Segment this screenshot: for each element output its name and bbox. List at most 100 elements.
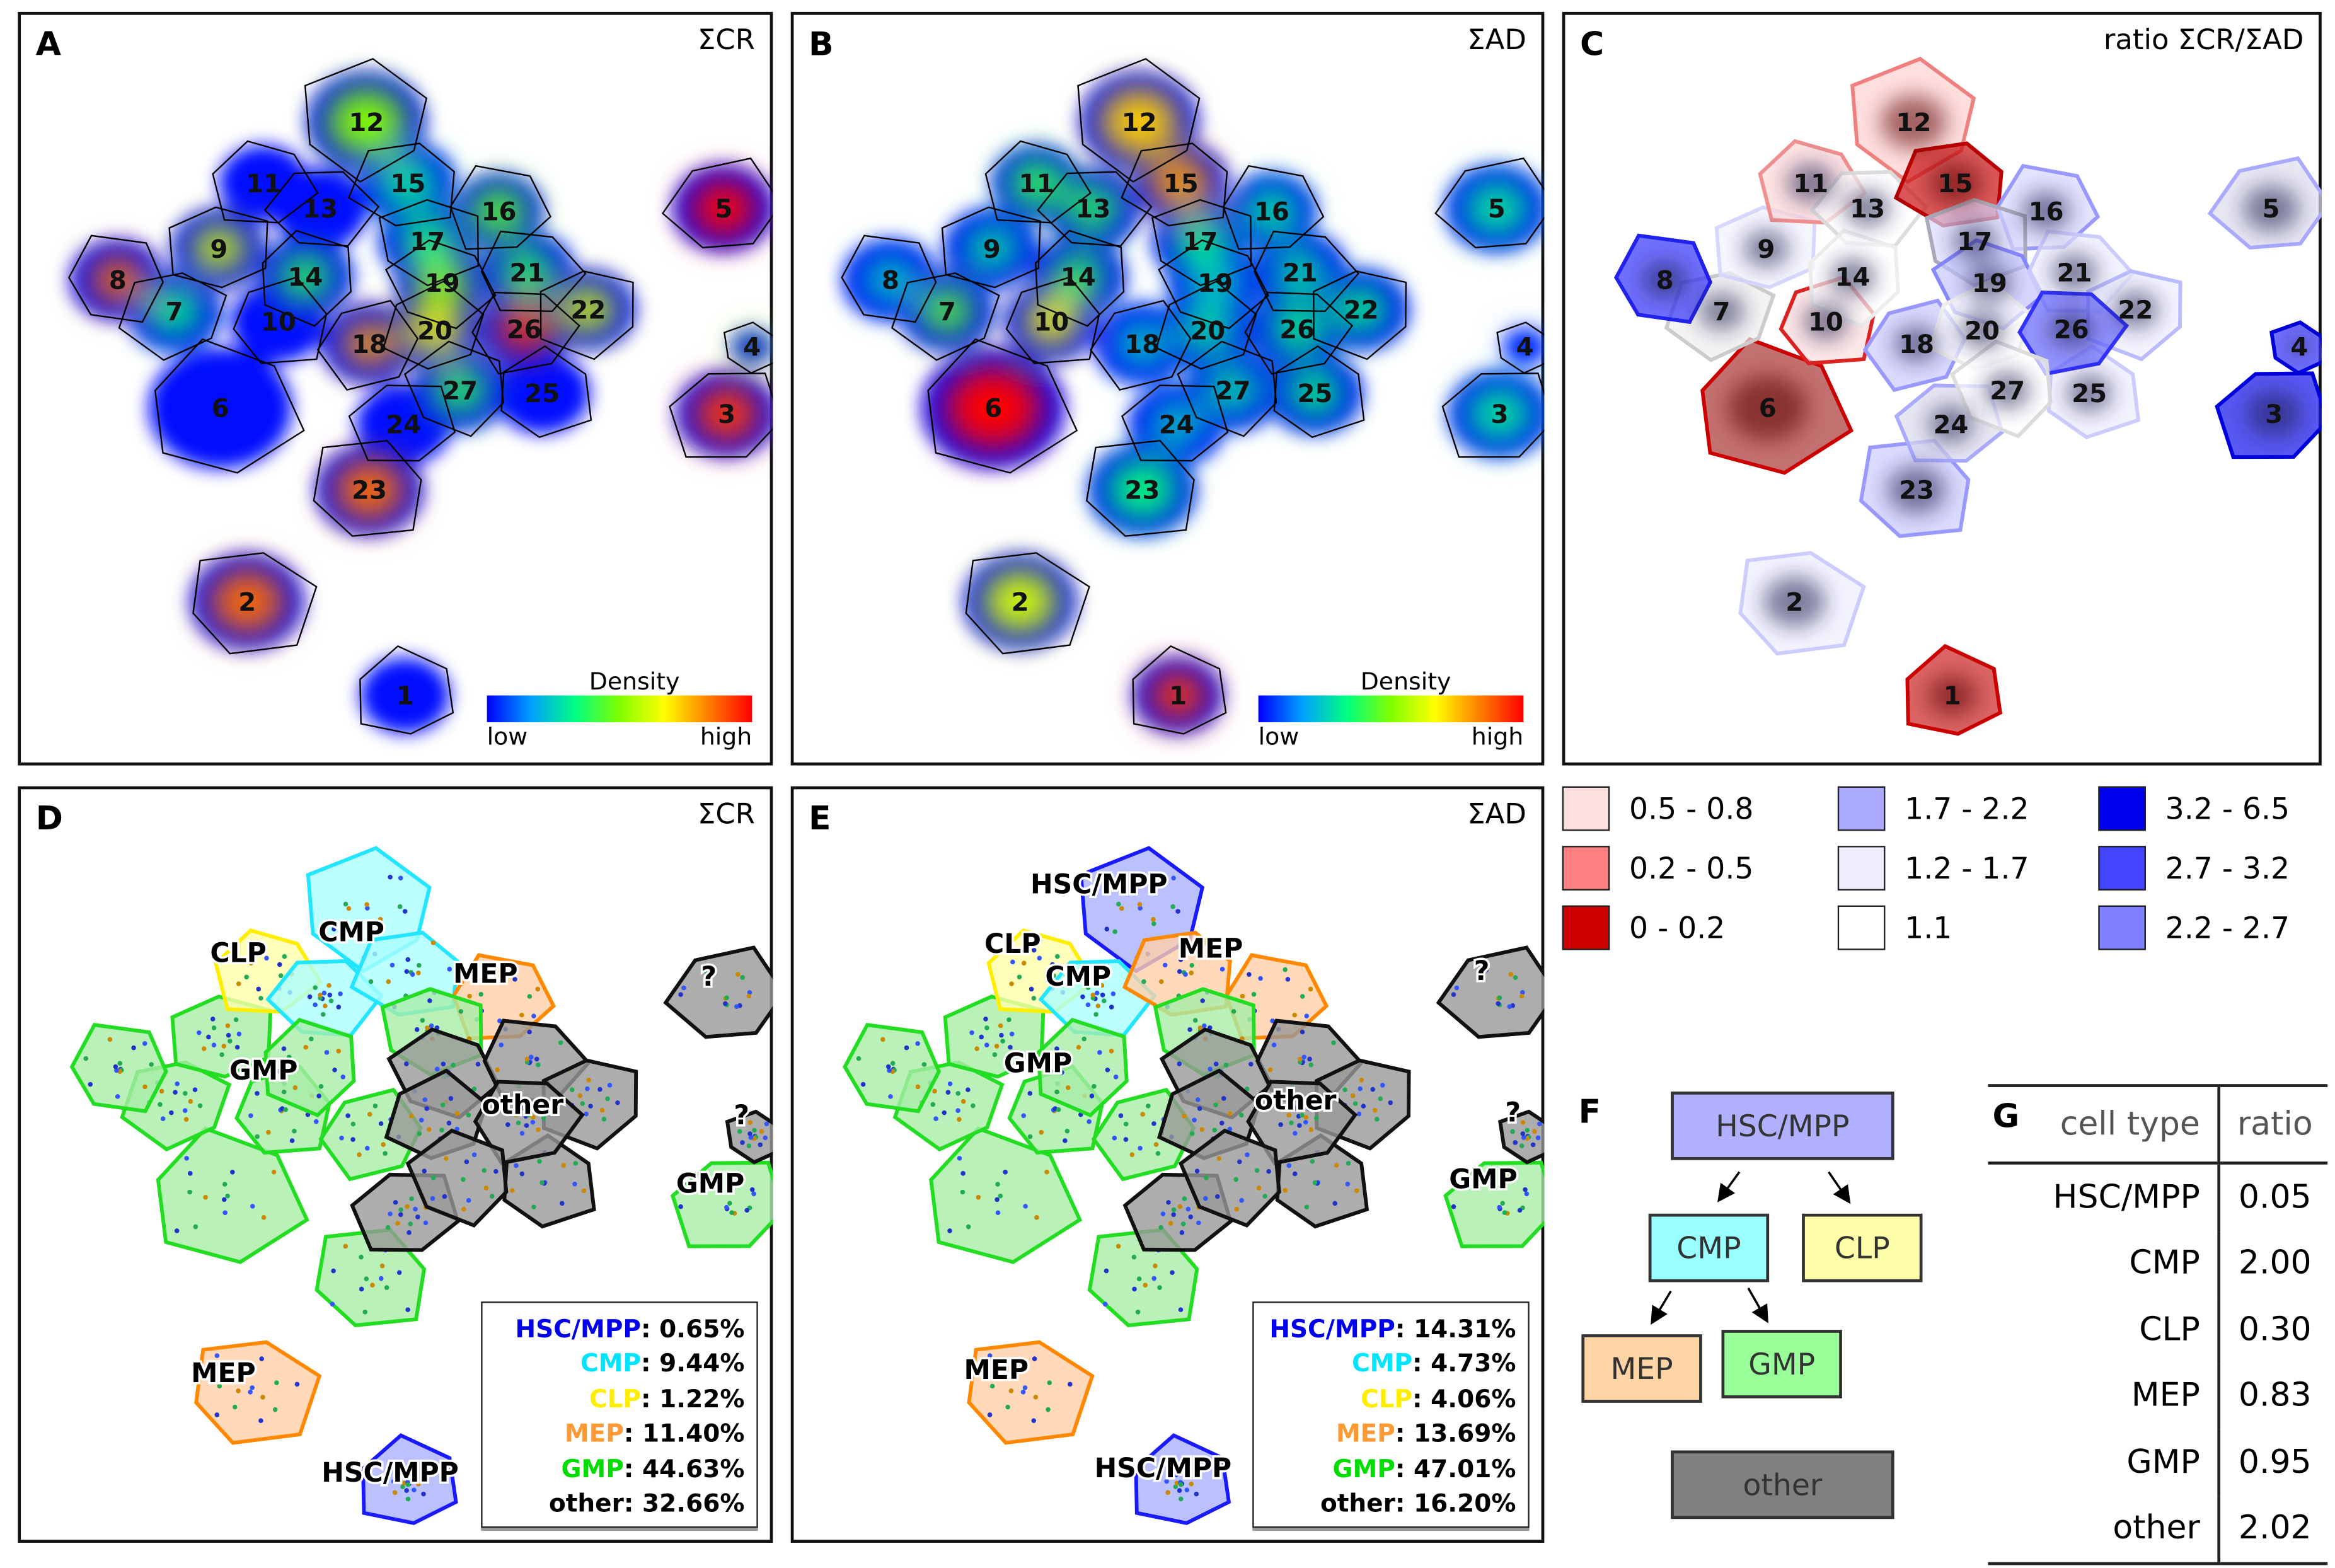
density-colorbar: Density low high: [1258, 667, 1524, 751]
cell-dot: [1303, 1119, 1308, 1125]
cell-dot: [734, 1173, 739, 1179]
density-shade: [2051, 253, 2097, 292]
cell-dot: [971, 1103, 976, 1109]
density-shade: [1959, 311, 2005, 350]
cell-dot: [984, 1025, 989, 1030]
cell-dot: [1502, 1210, 1508, 1215]
cell-dot: [229, 1170, 235, 1175]
density-hotspot: [962, 223, 1022, 274]
cell-dot: [410, 972, 415, 977]
cell-dot: [1023, 1204, 1028, 1209]
density-hotspot: [1064, 183, 1122, 234]
cell-dot: [1020, 1390, 1026, 1395]
celltype-label: MEP: [964, 1355, 1029, 1386]
legend-label: 2.7 - 3.2: [2165, 850, 2290, 886]
density-hotspot: [1332, 284, 1391, 335]
colorbar-title: Density: [1360, 667, 1451, 696]
cluster-label: 6: [1759, 395, 1777, 424]
cell-dot: [1046, 1407, 1051, 1412]
cell-dot: [530, 1119, 536, 1125]
cell-dot: [1308, 1127, 1314, 1133]
celltype-label: HSC/MPP: [1095, 1453, 1232, 1484]
cell-dot: [932, 1088, 937, 1094]
cell-dot: [206, 1034, 211, 1040]
cell-dot: [1132, 1286, 1137, 1292]
cell-dot: [250, 1385, 255, 1390]
cell-dot: [1256, 1185, 1262, 1190]
cell-dot: [183, 1117, 189, 1122]
panel-letter: G: [1992, 1098, 2020, 1136]
ratio-map: 1234567891011121314151617181920212223242…: [1614, 56, 2322, 736]
cell-dot: [386, 979, 391, 984]
cell-dot: [113, 1064, 118, 1069]
cell-dot: [1240, 993, 1245, 999]
cell-dot: [748, 1135, 754, 1140]
cell-dot: [1013, 1375, 1018, 1381]
cell-dot: [1143, 1283, 1148, 1288]
cell-dot: [759, 1129, 764, 1134]
cell-dot: [998, 1023, 1003, 1029]
cell-dot: [512, 977, 517, 982]
panel-title: ΣCR: [698, 23, 755, 57]
cluster-label: 9: [983, 235, 1001, 264]
panel-title: ratio ΣCR/ΣAD: [2103, 23, 2304, 57]
legend-label: 1.7 - 2.2: [1905, 790, 2029, 827]
density-hotspot: [1185, 258, 1245, 308]
panel-d-celltypes-cr: CMP CLP MEP GMP other?? GMP MEP HSC/MPP D ΣCR H…: [18, 786, 773, 1543]
cell-dot: [1109, 1049, 1114, 1054]
cluster-boundary: [359, 645, 454, 735]
cluster-label: 26: [507, 315, 542, 344]
cell-dot: [1270, 1018, 1275, 1023]
cell-dot: [1009, 1031, 1015, 1037]
cell-dot: [1346, 1161, 1351, 1166]
cell-dot: [1219, 967, 1225, 972]
table-row: MEP 0.83: [1988, 1363, 2328, 1430]
cell-dot: [404, 1061, 409, 1066]
cell-dot: [417, 962, 422, 968]
cell-dot: [401, 1472, 406, 1477]
cell-dot: [1197, 1025, 1203, 1030]
celltype-percent: : 4.73%: [1412, 1349, 1516, 1378]
density-shade: [1966, 264, 2013, 302]
cell-dot: [307, 994, 313, 1000]
cell-dot: [1354, 1188, 1359, 1194]
cell-dot: [343, 1243, 349, 1249]
cell-dot: [258, 947, 264, 953]
cell-dot: [372, 1104, 378, 1109]
cell-dot: [391, 1479, 396, 1484]
panel-e-celltypes-ad: HSC/MPP CLP CMP MEP GMP other?? GMP MEP HSC/MPP …: [790, 786, 1545, 1543]
celltype-region-other: [473, 1080, 585, 1165]
cell-dot: [537, 1159, 542, 1164]
cell-dot: [345, 1113, 350, 1119]
ratio-value: 2.02: [2218, 1496, 2328, 1565]
cell-dot: [1477, 969, 1482, 974]
cell-dot: [282, 954, 287, 959]
cell-dot: [1506, 1173, 1512, 1179]
cluster-label: 24: [1933, 411, 1968, 440]
cell-dot: [601, 1117, 607, 1122]
cell-dot: [188, 1098, 193, 1104]
cell-dot: [1304, 1204, 1310, 1210]
cell-dot: [264, 955, 269, 961]
cell-dot: [1010, 959, 1015, 965]
cell-dot: [1003, 1170, 1008, 1175]
cluster-label: 23: [1124, 476, 1160, 505]
percentage-row: HSC/MPP: 0.65%: [483, 1312, 744, 1347]
cell-dot: [1095, 1003, 1101, 1008]
cell-dot: [1234, 1206, 1240, 1212]
cell-dot: [481, 1168, 487, 1173]
cell-dot: [316, 1093, 321, 1098]
cell-dot: [467, 993, 472, 999]
cluster-label: 22: [1344, 296, 1379, 325]
cell-dot: [169, 1110, 174, 1115]
cell-dot: [533, 1106, 539, 1112]
cell-dot: [256, 986, 262, 992]
density-hotspot: [207, 567, 287, 636]
celltype-label: GMP: [676, 1169, 744, 1200]
cell-dot: [336, 1049, 341, 1054]
cell-dot: [1094, 990, 1100, 996]
cell-dot: [1027, 1134, 1033, 1139]
cell-dot: [976, 1194, 981, 1200]
cell-dot: [1289, 1120, 1294, 1126]
cluster-boundary: [404, 340, 504, 437]
